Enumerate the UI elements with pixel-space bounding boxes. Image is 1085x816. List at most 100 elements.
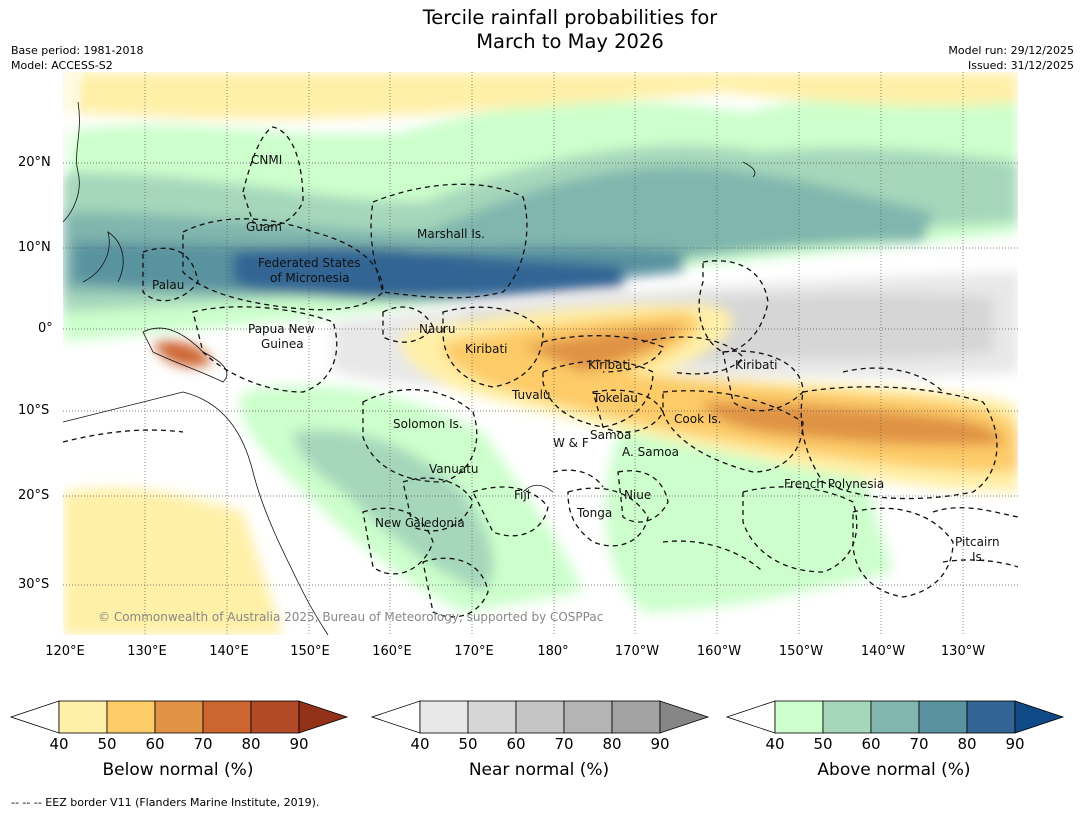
- label-wallis-futuna: W & F: [553, 436, 589, 450]
- lon-tick-130w: 130°W: [940, 644, 986, 659]
- probability-shading: [63, 72, 1018, 635]
- cb-below-tick: 60: [145, 735, 165, 753]
- cb-above-tick: 40: [765, 735, 785, 753]
- below-normal-60: [523, 327, 1003, 446]
- colorbar-low-extension: [371, 700, 421, 734]
- lat-tick-10s: 10°S: [18, 403, 50, 418]
- title-line-2: March to May 2026: [476, 30, 664, 53]
- colorbar-above-normal: [726, 700, 1065, 734]
- label-vanuatu: Vanuatu: [429, 462, 479, 476]
- label-png-line-1: Papua New: [248, 322, 315, 336]
- model-info: Base period: 1981-2018 Model: ACCESS-S2: [11, 43, 143, 73]
- cb-above-tick: 50: [813, 735, 833, 753]
- cb-above-tick: 80: [957, 735, 977, 753]
- colorbar-segment: [870, 700, 920, 734]
- label-palau: Palau: [152, 278, 184, 292]
- cb-above-tick: 70: [909, 735, 929, 753]
- lon-tick-170e: 170°E: [454, 644, 494, 659]
- cb-above-tick: 60: [861, 735, 881, 753]
- label-pitcairn-line-2: Is.: [972, 550, 986, 564]
- label-tokelau: Tokelau: [592, 391, 638, 405]
- base-period: Base period: 1981-2018: [11, 44, 144, 57]
- cb-below-tick: 90: [289, 735, 309, 753]
- label-fiji: Fiji: [514, 488, 530, 502]
- cb-below-tick: 50: [97, 735, 117, 753]
- cb-below-tick: 70: [193, 735, 213, 753]
- label-solomon-islands: Solomon Is.: [393, 417, 463, 431]
- label-guam: Guam: [246, 220, 282, 234]
- copyright-notice: © Commonwealth of Australia 2025, Bureau…: [98, 610, 603, 624]
- lon-tick-160e: 160°E: [372, 644, 412, 659]
- cb-above-tick: 90: [1005, 735, 1025, 753]
- land-areas: [63, 72, 83, 182]
- cb-below-tick: 80: [241, 735, 261, 753]
- cb-near-tick: 50: [458, 735, 478, 753]
- model-name: Model: ACCESS-S2: [11, 59, 113, 72]
- label-tuvalu: Tuvalu: [511, 388, 551, 402]
- colorbar-segment: [202, 700, 252, 734]
- colorbar-low-extension: [726, 700, 776, 734]
- colorbar-high-extension: [1014, 700, 1065, 734]
- eez-borders: [63, 126, 1018, 618]
- chart-title: Tercile rainfall probabilities for March…: [0, 6, 1085, 54]
- label-american-samoa: A. Samoa: [622, 445, 679, 459]
- lon-tick-120e: 120°E: [45, 644, 85, 659]
- above-normal-80: [233, 246, 623, 301]
- lon-tick-160w: 160°W: [696, 644, 742, 659]
- cb-near-tick: 90: [650, 735, 670, 753]
- colorbar-segment: [154, 700, 204, 734]
- issued-date: Issued: 31/12/2025: [967, 59, 1074, 72]
- lon-tick-170w: 170°W: [614, 644, 660, 659]
- run-info: Model run: 29/12/2025 Issued: 31/12/2025: [948, 43, 1074, 73]
- colorbar-above-normal-label: Above normal (%): [817, 760, 971, 780]
- colorbar-segment: [774, 700, 824, 734]
- label-french-polynesia: French Polynesia: [784, 477, 884, 491]
- below-normal-north: [63, 72, 1018, 120]
- model-run: Model run: 29/12/2025: [948, 44, 1074, 57]
- label-kiribati-central: Kiribati: [588, 358, 630, 372]
- below-normal-australia: [63, 488, 283, 635]
- lat-tick-10n: 10°N: [18, 240, 51, 255]
- lat-tick-30s: 30°S: [18, 577, 50, 592]
- label-png-line-2: Guinea: [261, 337, 304, 351]
- colorbar-below-normal-label: Below normal (%): [102, 760, 254, 780]
- label-kiribati-west: Kiribati: [465, 342, 507, 356]
- below-normal-png: [153, 340, 213, 367]
- colorbar-segment: [611, 700, 661, 734]
- label-new-caledonia: New Caledonia: [375, 516, 465, 530]
- lon-tick-130e: 130°E: [127, 644, 167, 659]
- lon-tick-150w: 150°W: [778, 644, 824, 659]
- label-pitcairn-line-1: Pitcairn: [955, 535, 1000, 549]
- map-svg: CNMI Guam Marshall Is. Federated States …: [63, 72, 1018, 635]
- colorbar-segment: [250, 700, 300, 734]
- colorbar-segment: [918, 700, 968, 734]
- colorbar-high-extension: [298, 700, 349, 734]
- colorbar-near-normal-label: Near normal (%): [468, 760, 610, 780]
- label-fsm-line-2: of Micronesia: [270, 271, 350, 285]
- colorbar-segment: [966, 700, 1016, 734]
- title-line-1: Tercile rainfall probabilities for: [422, 6, 718, 29]
- cb-near-tick: 80: [602, 735, 622, 753]
- cb-near-tick: 70: [554, 735, 574, 753]
- label-cook-islands: Cook Is.: [674, 412, 721, 426]
- colorbar-segment: [515, 700, 565, 734]
- colorbar-high-extension: [659, 700, 710, 734]
- lon-tick-140w: 140°W: [860, 644, 906, 659]
- label-fsm-line-1: Federated States: [258, 256, 360, 270]
- colorbar-segment: [467, 700, 517, 734]
- colorbar-low-extension: [10, 700, 60, 734]
- lat-tick-20s: 20°S: [18, 488, 50, 503]
- colorbar-segment: [58, 700, 108, 734]
- coastlines: [63, 101, 756, 635]
- cb-below-tick: 40: [49, 735, 69, 753]
- lon-tick-180: 180°: [537, 644, 569, 659]
- lon-tick-140e: 140°E: [209, 644, 249, 659]
- lon-tick-150e: 150°E: [290, 644, 330, 659]
- colorbar-segment: [822, 700, 872, 734]
- label-cnmi: CNMI: [251, 153, 282, 167]
- lat-tick-20n: 20°N: [18, 155, 51, 170]
- label-kiribati-east: Kiribati: [735, 358, 777, 372]
- above-normal-south-50: [293, 430, 494, 592]
- cb-near-tick: 40: [410, 735, 430, 753]
- label-nauru: Nauru: [419, 322, 455, 336]
